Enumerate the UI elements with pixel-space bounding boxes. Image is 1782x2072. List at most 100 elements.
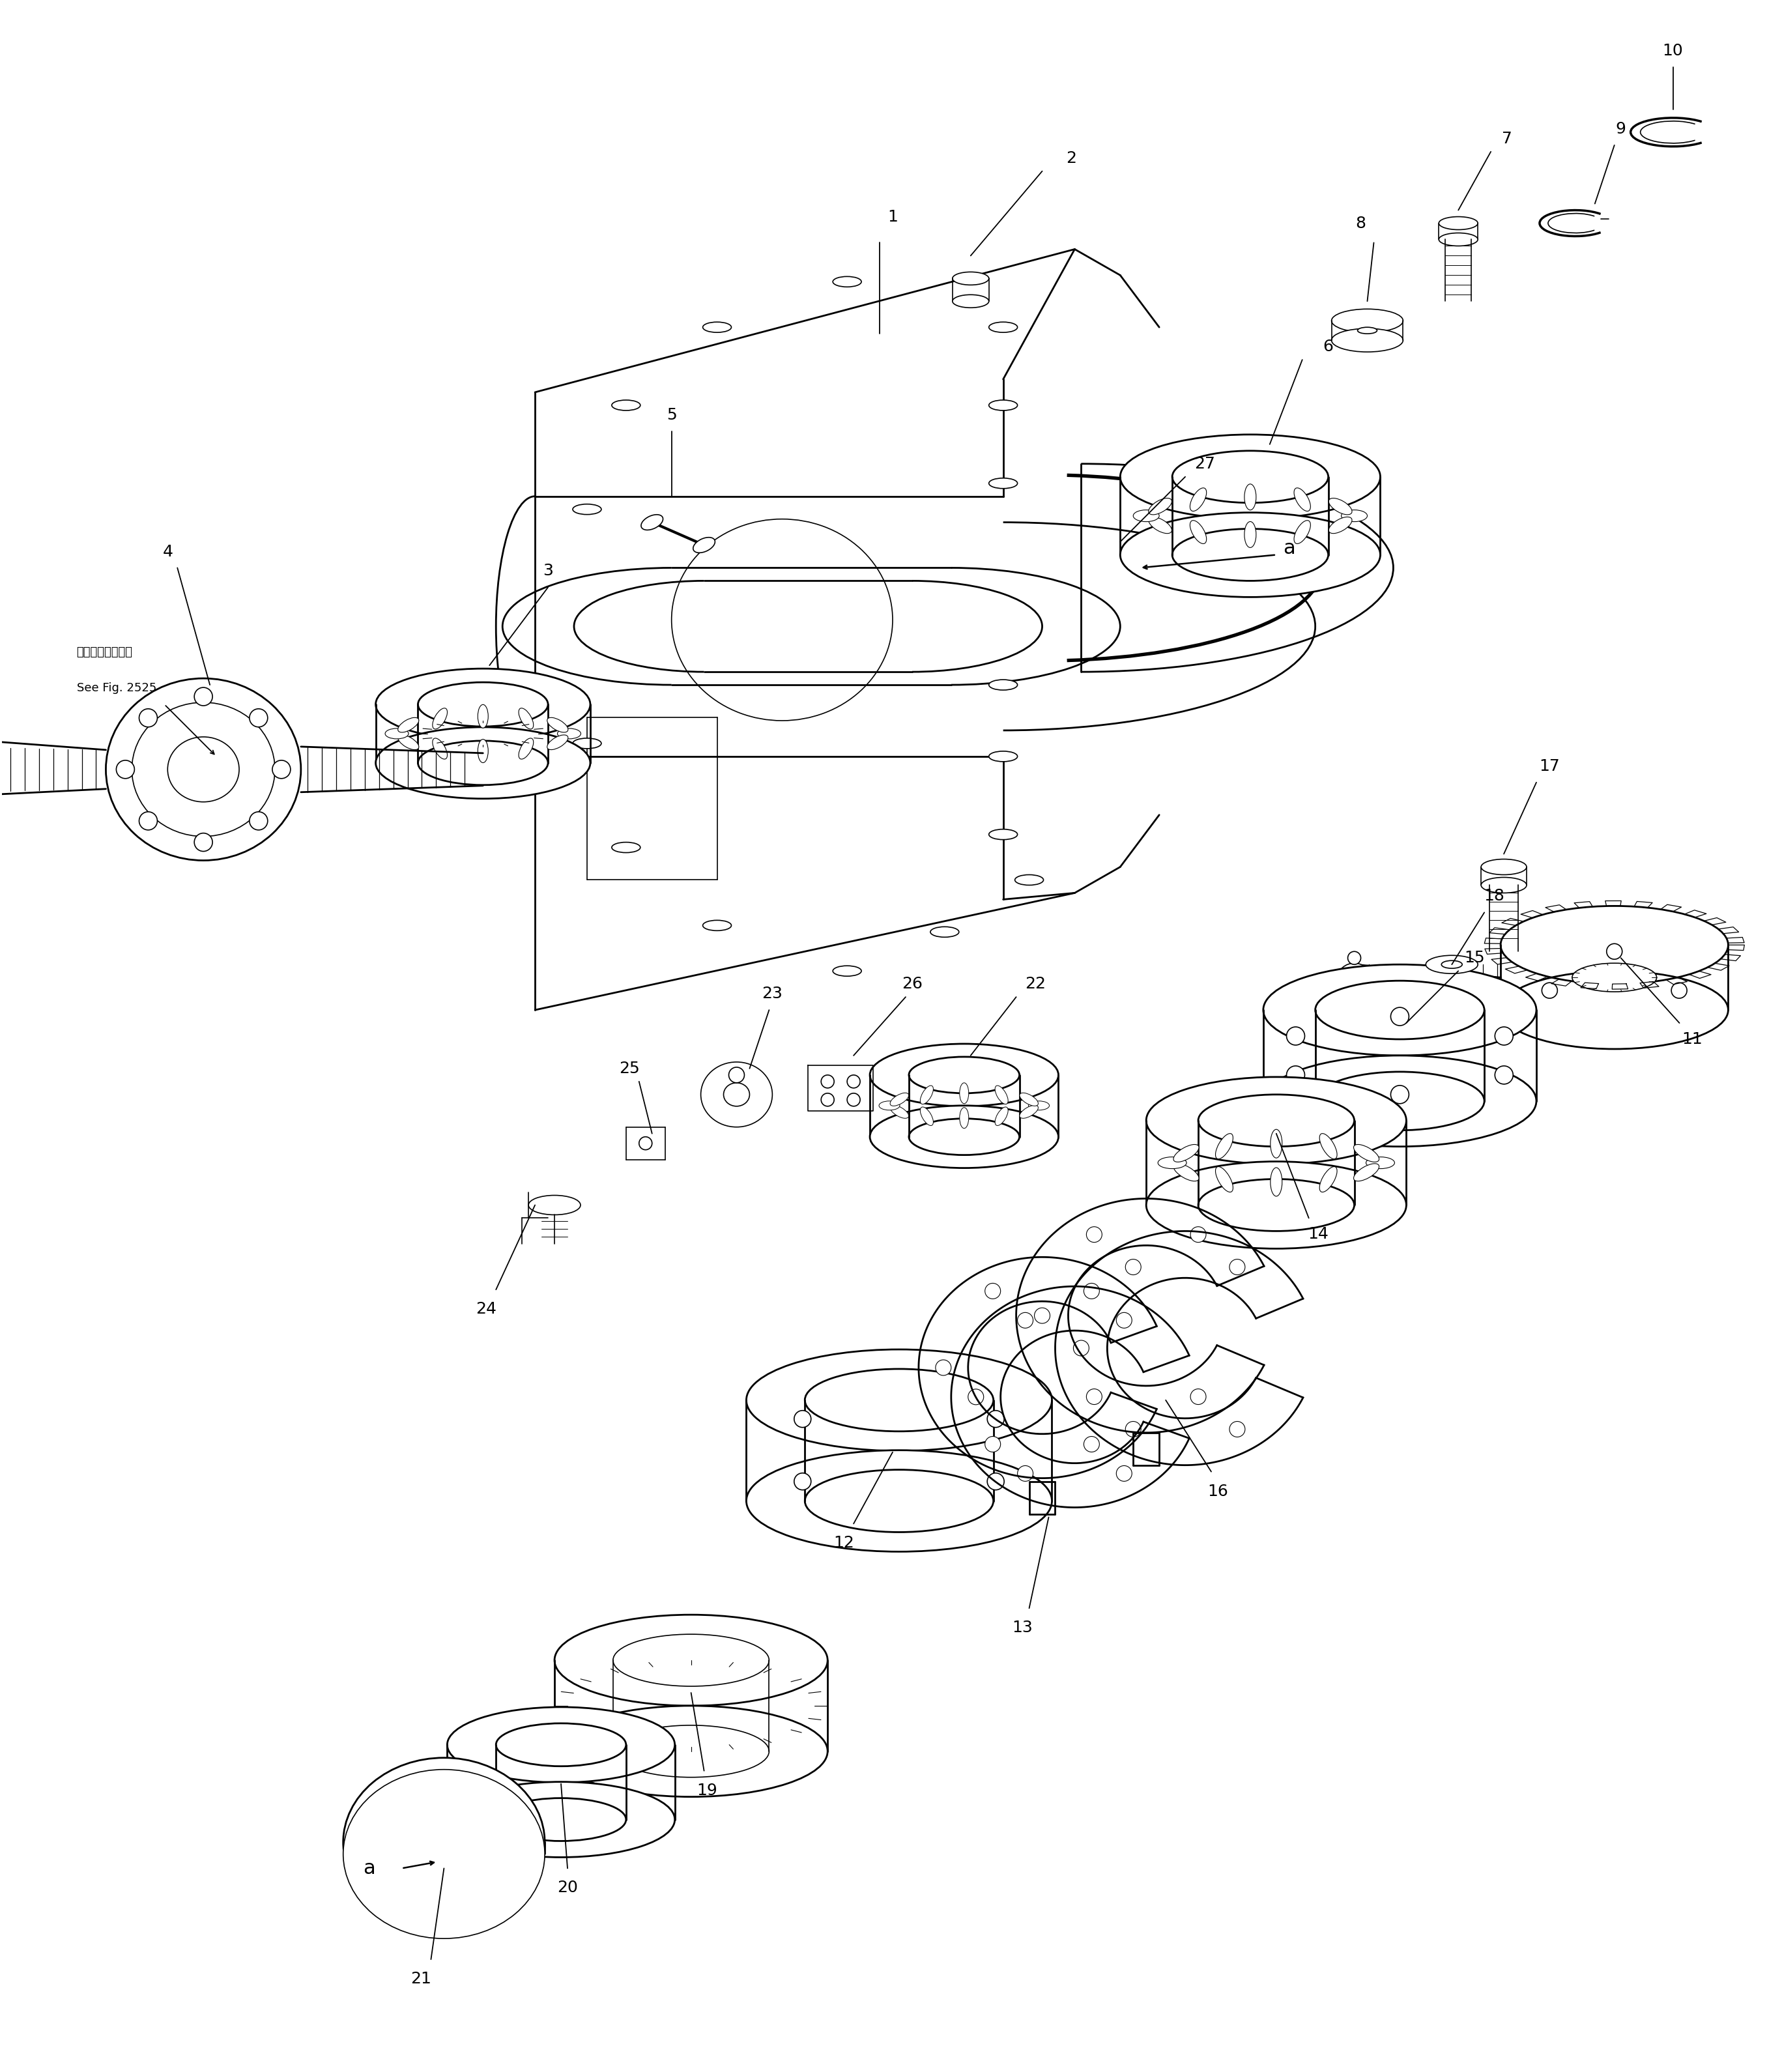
Circle shape xyxy=(985,1436,1000,1452)
Ellipse shape xyxy=(105,678,301,860)
Ellipse shape xyxy=(572,738,601,748)
Circle shape xyxy=(1347,951,1361,963)
Circle shape xyxy=(795,1411,811,1428)
Text: 25: 25 xyxy=(618,1061,640,1075)
Circle shape xyxy=(1073,1341,1089,1355)
Polygon shape xyxy=(1484,949,1502,955)
Ellipse shape xyxy=(1358,327,1377,334)
Ellipse shape xyxy=(1331,329,1402,352)
Ellipse shape xyxy=(832,276,861,286)
Ellipse shape xyxy=(132,702,274,837)
Ellipse shape xyxy=(529,1196,581,1214)
Circle shape xyxy=(640,1138,652,1150)
Ellipse shape xyxy=(554,1705,827,1796)
Circle shape xyxy=(1495,1028,1513,1044)
Ellipse shape xyxy=(879,1100,900,1111)
Circle shape xyxy=(1190,1227,1206,1243)
Ellipse shape xyxy=(747,1450,1051,1552)
Text: 第２５２５図参照: 第２５２５図参照 xyxy=(77,646,132,659)
Text: 11: 11 xyxy=(1682,1032,1704,1046)
Circle shape xyxy=(987,1473,1003,1490)
Ellipse shape xyxy=(1146,1162,1406,1249)
Polygon shape xyxy=(1707,963,1729,970)
Polygon shape xyxy=(1520,910,1543,918)
Polygon shape xyxy=(1506,966,1527,974)
Ellipse shape xyxy=(385,729,408,740)
Circle shape xyxy=(822,1094,834,1106)
Polygon shape xyxy=(1581,982,1598,988)
Text: 2: 2 xyxy=(1066,151,1076,166)
Polygon shape xyxy=(1502,918,1524,926)
Text: 21: 21 xyxy=(412,1970,431,1987)
Ellipse shape xyxy=(611,400,640,410)
Text: 10: 10 xyxy=(1663,44,1684,58)
Ellipse shape xyxy=(1158,1156,1187,1169)
Text: 12: 12 xyxy=(834,1535,854,1552)
Polygon shape xyxy=(1639,982,1659,988)
Polygon shape xyxy=(1704,918,1725,924)
Ellipse shape xyxy=(1198,1179,1354,1231)
Ellipse shape xyxy=(397,717,419,731)
Text: 27: 27 xyxy=(1194,456,1215,472)
Text: 19: 19 xyxy=(697,1782,718,1798)
Ellipse shape xyxy=(1319,1167,1336,1191)
Ellipse shape xyxy=(419,682,549,727)
Ellipse shape xyxy=(1294,520,1310,543)
Ellipse shape xyxy=(959,1084,969,1104)
Ellipse shape xyxy=(547,736,568,750)
Ellipse shape xyxy=(1244,485,1256,510)
Ellipse shape xyxy=(376,669,590,740)
Ellipse shape xyxy=(1173,528,1328,580)
Circle shape xyxy=(1287,1065,1304,1084)
Circle shape xyxy=(1541,982,1557,999)
Text: 14: 14 xyxy=(1308,1227,1329,1241)
Ellipse shape xyxy=(519,738,533,758)
Ellipse shape xyxy=(805,1469,993,1531)
Ellipse shape xyxy=(1354,1164,1379,1181)
Circle shape xyxy=(729,1067,745,1084)
Ellipse shape xyxy=(693,537,715,553)
Ellipse shape xyxy=(1019,1104,1039,1119)
Ellipse shape xyxy=(1438,218,1477,230)
Ellipse shape xyxy=(1342,510,1367,522)
Polygon shape xyxy=(1484,939,1502,943)
Text: 8: 8 xyxy=(1356,215,1367,230)
Ellipse shape xyxy=(920,1106,934,1125)
Ellipse shape xyxy=(572,503,601,514)
Ellipse shape xyxy=(870,1044,1059,1106)
Circle shape xyxy=(1116,1312,1132,1328)
Ellipse shape xyxy=(702,321,731,332)
Polygon shape xyxy=(1727,945,1745,951)
Circle shape xyxy=(795,1473,811,1490)
Ellipse shape xyxy=(1016,874,1044,885)
Ellipse shape xyxy=(1263,1055,1536,1146)
Text: 16: 16 xyxy=(1208,1484,1228,1498)
Ellipse shape xyxy=(1146,1077,1406,1164)
Ellipse shape xyxy=(805,1370,993,1432)
Polygon shape xyxy=(1666,978,1688,984)
Polygon shape xyxy=(1684,910,1707,918)
Ellipse shape xyxy=(1263,963,1536,1055)
Circle shape xyxy=(1230,1260,1246,1274)
Circle shape xyxy=(194,833,212,852)
Ellipse shape xyxy=(547,717,568,731)
Ellipse shape xyxy=(1133,510,1160,522)
Circle shape xyxy=(1190,1388,1206,1405)
Polygon shape xyxy=(1613,984,1629,988)
Polygon shape xyxy=(1727,937,1745,943)
Polygon shape xyxy=(1606,901,1622,905)
Ellipse shape xyxy=(478,704,488,727)
Polygon shape xyxy=(1525,974,1547,980)
Ellipse shape xyxy=(700,1063,772,1127)
Ellipse shape xyxy=(989,680,1018,690)
Ellipse shape xyxy=(702,920,731,930)
Polygon shape xyxy=(1492,957,1513,963)
Ellipse shape xyxy=(1338,963,1370,992)
Ellipse shape xyxy=(952,271,989,286)
Ellipse shape xyxy=(1315,980,1484,1040)
Ellipse shape xyxy=(1244,522,1256,547)
Ellipse shape xyxy=(168,738,239,802)
Ellipse shape xyxy=(1173,1164,1199,1181)
Ellipse shape xyxy=(994,1106,1009,1125)
Circle shape xyxy=(1018,1312,1034,1328)
